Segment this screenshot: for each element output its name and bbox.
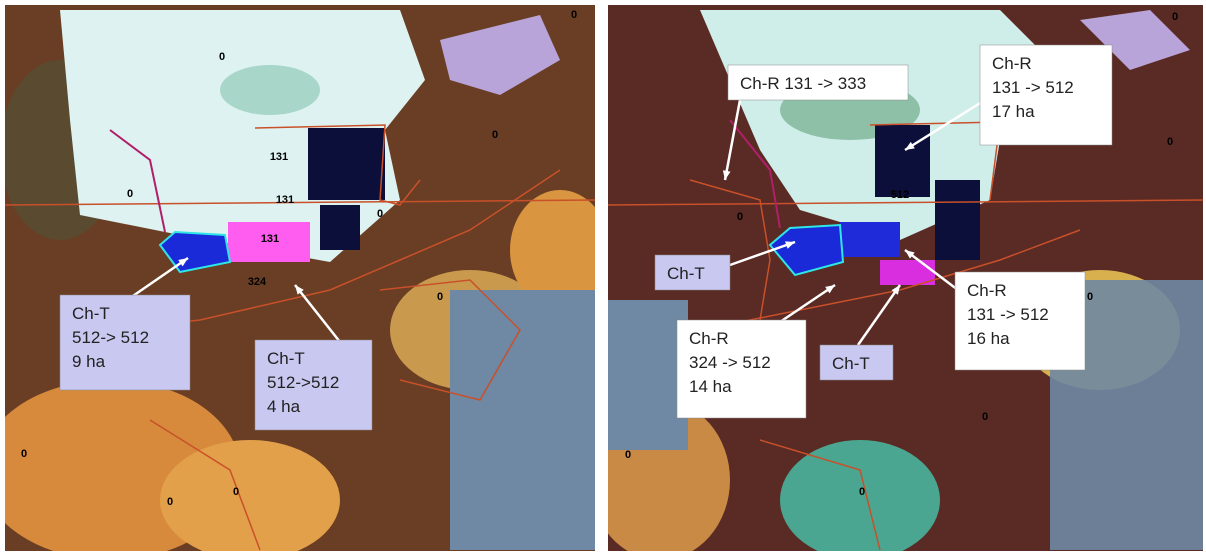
field-label: 0 bbox=[437, 291, 443, 303]
callout-box bbox=[954, 271, 1086, 371]
field-label: 0 bbox=[377, 208, 383, 220]
arrow-head bbox=[785, 241, 795, 249]
callout-text: Ch-R bbox=[689, 329, 729, 348]
field-label: 0 bbox=[233, 486, 239, 498]
field-label: 0 bbox=[859, 486, 865, 498]
callout-text: 9 ha bbox=[72, 352, 106, 371]
arrow-head bbox=[722, 170, 731, 180]
callout-arrow bbox=[129, 256, 189, 300]
field-label: 0 bbox=[1172, 11, 1178, 23]
callout-text: 17 ha bbox=[992, 102, 1035, 121]
callout-arrow bbox=[904, 98, 986, 152]
callout-text: 16 ha bbox=[967, 329, 1010, 348]
field-label: 324 bbox=[248, 276, 267, 288]
callout-text: Ch-R 131 -> 333 bbox=[740, 74, 866, 93]
field-label: 0 bbox=[492, 129, 498, 141]
callout-arrow bbox=[723, 99, 742, 181]
field-label: 0 bbox=[1167, 136, 1173, 148]
callout-box bbox=[979, 44, 1113, 146]
left-image bbox=[5, 5, 595, 551]
field-label: 0 bbox=[219, 51, 225, 63]
field-label: 0 bbox=[737, 211, 743, 223]
field-label: 0 bbox=[571, 9, 577, 21]
field-label: 131 bbox=[270, 151, 288, 163]
field-label: 0 bbox=[625, 449, 631, 461]
field-label: 131 bbox=[261, 233, 279, 245]
callout-text: Ch-T bbox=[667, 264, 705, 283]
callout-box bbox=[59, 294, 191, 391]
callout-text: Ch-R bbox=[967, 281, 1007, 300]
field-label: 0 bbox=[1087, 291, 1093, 303]
callout-arrow bbox=[904, 249, 959, 291]
callout-box bbox=[819, 344, 894, 381]
callout-text: Ch-T bbox=[267, 349, 305, 368]
callout-text: Ch-R bbox=[992, 54, 1032, 73]
arrow-head bbox=[295, 285, 304, 295]
arrow-head bbox=[905, 250, 915, 259]
field-label: 0 bbox=[21, 448, 27, 460]
field-label: 512 bbox=[891, 189, 909, 201]
callout-text: Ch-T bbox=[72, 304, 110, 323]
callout-arrow bbox=[779, 283, 836, 324]
field-label: 131 bbox=[276, 194, 294, 206]
callout-text: 512-> 512 bbox=[72, 328, 149, 347]
callout-text: Ch-T bbox=[832, 354, 870, 373]
arrow-head bbox=[905, 141, 915, 150]
callout-box bbox=[727, 64, 909, 101]
field-label: 0 bbox=[982, 411, 988, 423]
callout-text: 131 -> 512 bbox=[967, 305, 1049, 324]
arrow-head bbox=[825, 285, 835, 294]
callout-text: 4 ha bbox=[267, 397, 301, 416]
arrow-head bbox=[891, 285, 900, 295]
callout-text: 512->512 bbox=[267, 373, 339, 392]
callout-arrow bbox=[729, 240, 796, 267]
callout-arrow bbox=[856, 284, 902, 346]
arrow-head bbox=[178, 258, 188, 267]
callout-text: 131 -> 512 bbox=[992, 78, 1074, 97]
field-label: 0 bbox=[127, 188, 133, 200]
callout-box bbox=[676, 319, 807, 419]
callout-text: 324 -> 512 bbox=[689, 353, 771, 372]
callout-arrow bbox=[294, 284, 341, 343]
callout-text: 14 ha bbox=[689, 377, 732, 396]
field-label: 0 bbox=[167, 496, 173, 508]
callout-box bbox=[654, 254, 731, 291]
callout-box bbox=[254, 339, 373, 431]
